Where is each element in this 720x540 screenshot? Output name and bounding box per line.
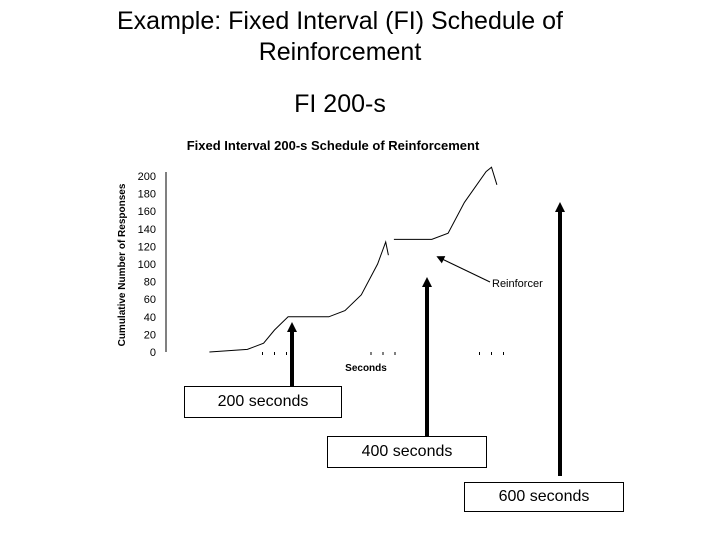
reinforcer-label: Reinforcer [492,278,543,290]
y-axis-label: Cumulative Number of Responses [117,183,128,346]
chart-title: Fixed Interval 200-s Schedule of Reinfor… [187,138,480,153]
y-tick-label: 120 [138,241,156,253]
y-tick-label: 80 [144,277,156,289]
y-tick-label: 180 [138,189,156,201]
y-tick-labels: 0 20 40 60 80 100 120 140 160 180 200 [138,171,156,359]
slide-subtitle: FI 200-s [294,90,386,118]
slide-title: Example: Fixed Interval (FI) Schedule of… [116,7,564,66]
x-axis-label: Seconds [345,363,387,374]
y-tick-label: 40 [144,312,156,324]
callout-600-seconds: 600 seconds [464,482,624,512]
x-reinforcer-marks [262,352,504,355]
y-tick-label: 20 [144,329,156,341]
series-line [393,166,498,240]
y-tick-label: 0 [150,347,156,359]
callout-400-seconds: 400 seconds [327,436,487,468]
y-tick-label: 100 [138,259,156,271]
y-tick-label: 200 [138,171,156,183]
data-series [209,166,498,353]
callout-200-seconds: 200 seconds [184,386,342,418]
reinforcer-pointer [436,256,491,283]
y-tick-label: 60 [144,294,156,306]
y-tick-label: 160 [138,206,156,218]
y-tick-label: 140 [138,224,156,236]
series-line [209,240,389,353]
